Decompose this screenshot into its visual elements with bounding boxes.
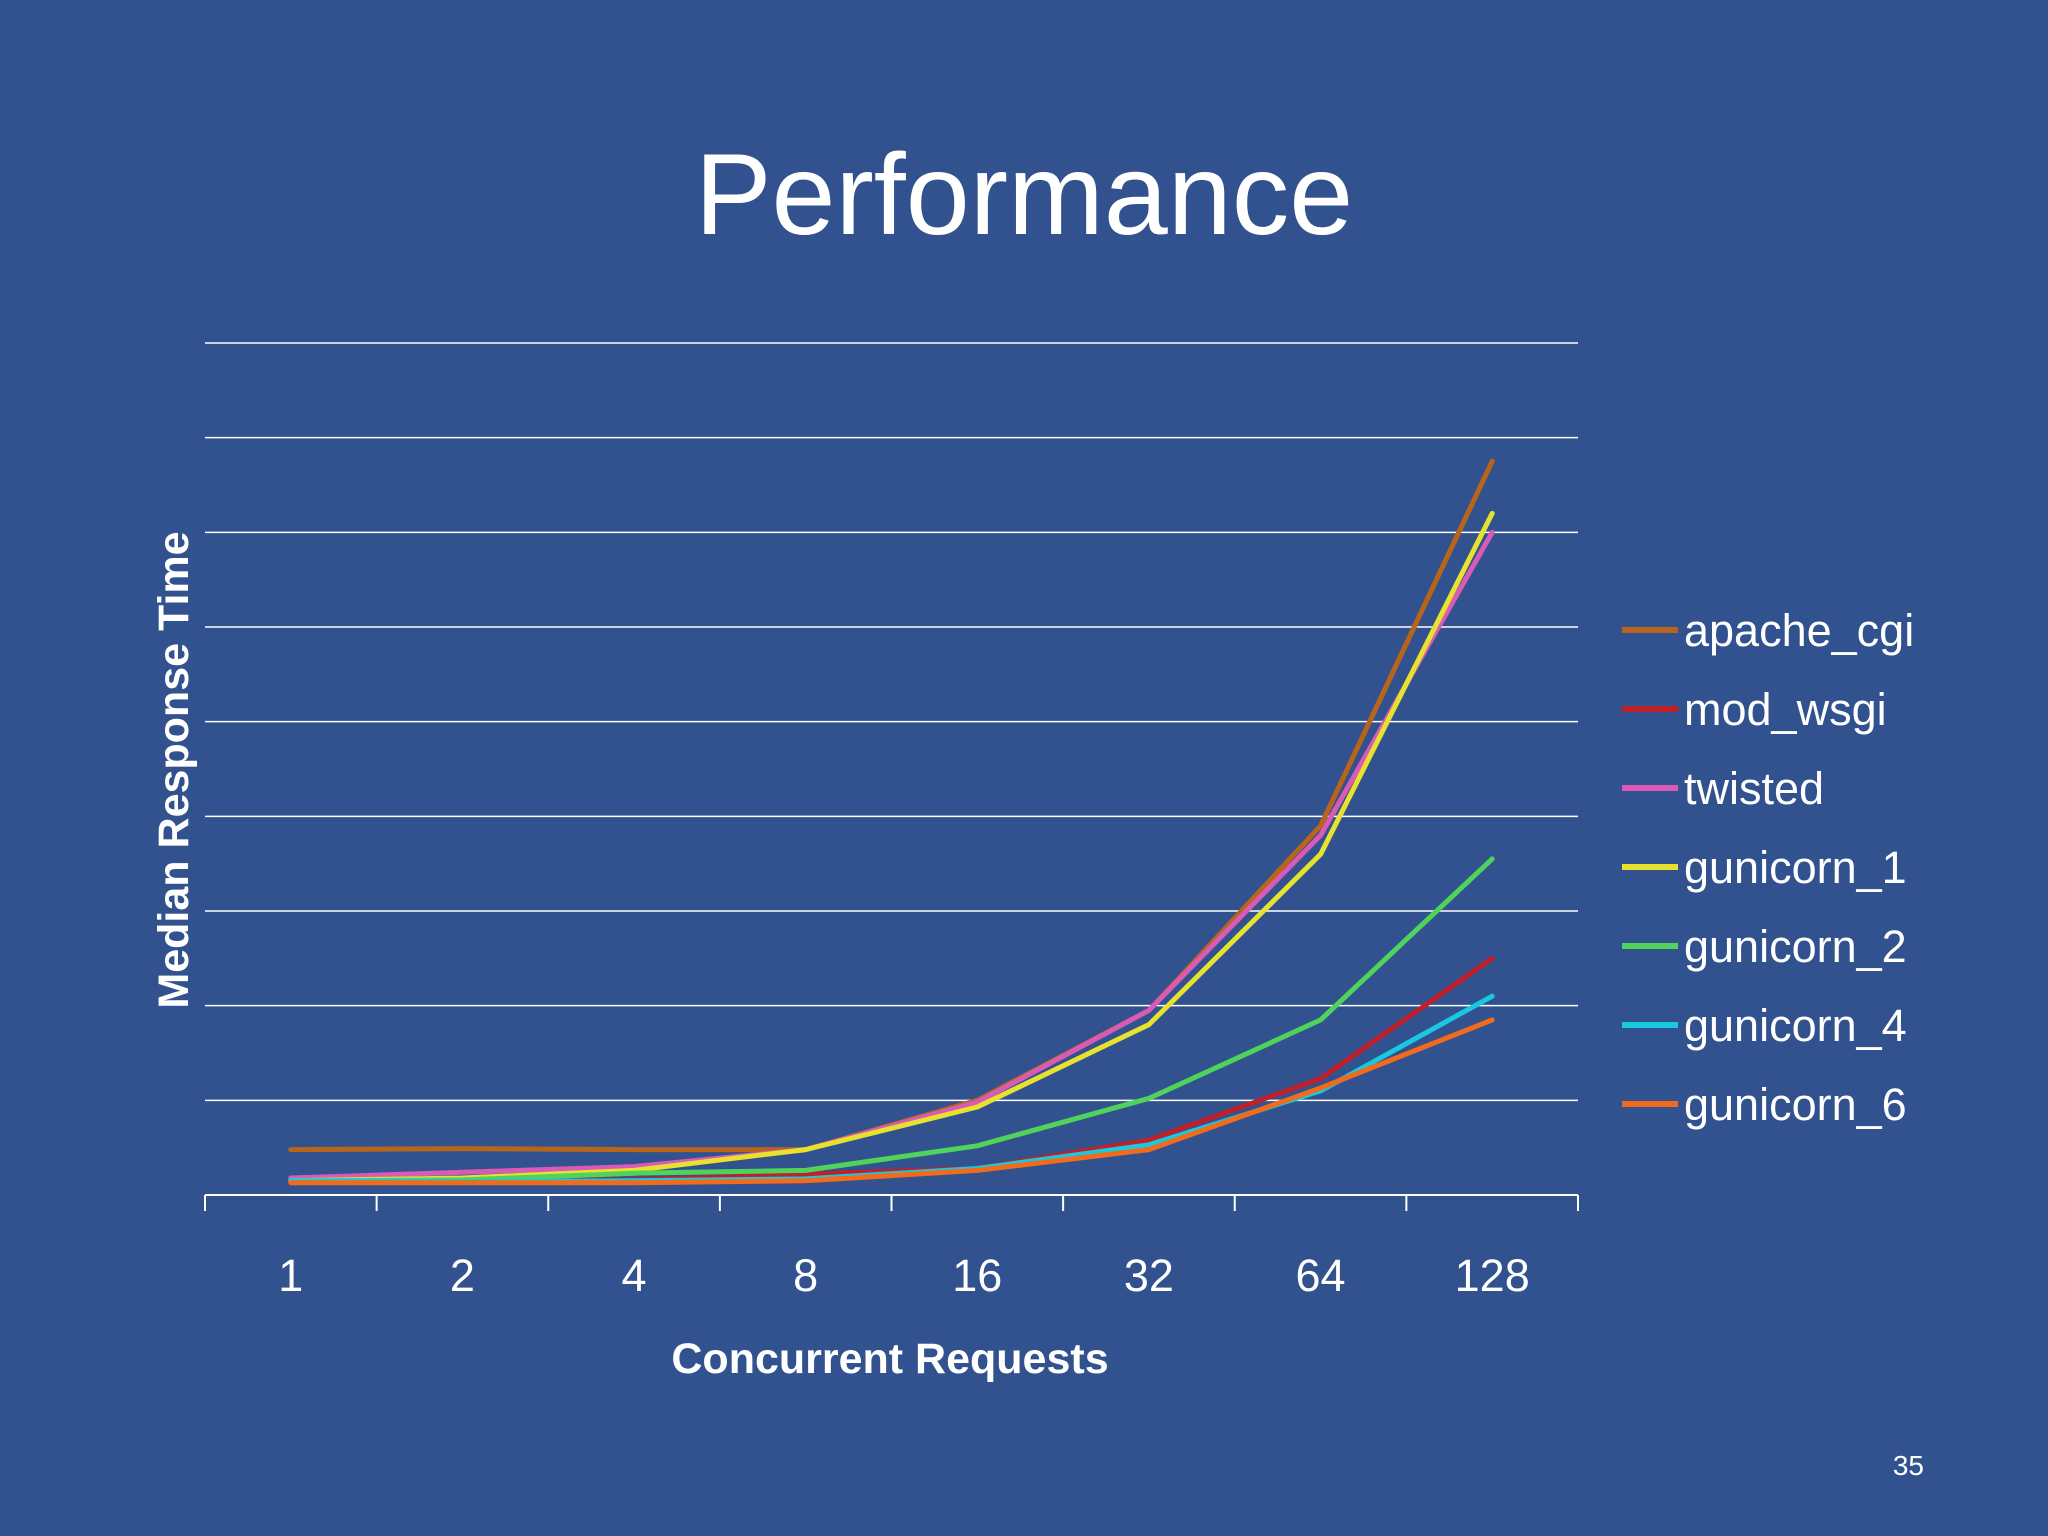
x-tick-label: 1 (278, 1250, 303, 1301)
series-line-gunicorn_6 (288, 1017, 1495, 1186)
x-tick-label: 16 (952, 1250, 1002, 1301)
x-tick-label: 64 (1296, 1250, 1346, 1301)
chart-series (288, 458, 1495, 1186)
slide-title: Performance (694, 131, 1354, 259)
x-tick-label: 2 (450, 1250, 475, 1301)
x-tick-label: 4 (622, 1250, 647, 1301)
legend-label-gunicorn_2: gunicorn_2 (1684, 921, 1907, 972)
page-number: 35 (1892, 1450, 1924, 1481)
legend-label-mod_wsgi: mod_wsgi (1684, 684, 1887, 735)
chart-gridlines (205, 342, 1578, 1102)
series-line-apache_cgi (288, 458, 1495, 1153)
x-tick-label: 32 (1124, 1250, 1174, 1301)
series-line-gunicorn_2 (288, 856, 1495, 1184)
legend-label-twisted: twisted (1684, 763, 1824, 814)
x-axis-title: Concurrent Requests (671, 1335, 1108, 1383)
legend-label-gunicorn_1: gunicorn_1 (1684, 842, 1907, 893)
x-tick-label: 128 (1455, 1250, 1530, 1301)
legend-label-apache_cgi: apache_cgi (1684, 605, 1914, 656)
y-axis-title: Median Response Time (150, 531, 198, 1008)
legend-label-gunicorn_4: gunicorn_4 (1684, 1000, 1907, 1051)
legend-label-gunicorn_6: gunicorn_6 (1684, 1079, 1907, 1130)
x-tick-label: 8 (793, 1250, 818, 1301)
x-axis: 1 2 4 8 16 32 64 128 (204, 1194, 1579, 1301)
